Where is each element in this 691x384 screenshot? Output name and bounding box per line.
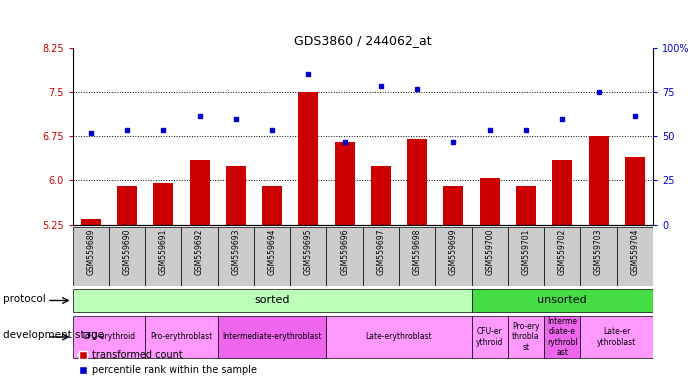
Bar	[81, 219, 101, 225]
Bar	[327, 227, 363, 286]
Bar	[254, 227, 290, 286]
Text: GSM559704: GSM559704	[630, 228, 639, 275]
Bar	[145, 227, 181, 286]
Text: GSM559703: GSM559703	[594, 228, 603, 275]
Bar	[552, 160, 572, 225]
Text: CFU-er
ythroid: CFU-er ythroid	[476, 327, 504, 347]
Bar	[218, 227, 254, 286]
Bar	[181, 227, 218, 286]
Bar	[472, 227, 508, 286]
Text: CFU-erythroid: CFU-erythroid	[82, 333, 135, 341]
Title: GDS3860 / 244062_at: GDS3860 / 244062_at	[294, 34, 432, 47]
Text: GSM559697: GSM559697	[377, 228, 386, 275]
Bar	[508, 227, 545, 286]
Bar	[508, 316, 545, 358]
Bar	[73, 316, 145, 358]
Text: Late-erythroblast: Late-erythroblast	[366, 333, 433, 341]
Text: Late-er
ythroblast: Late-er ythroblast	[597, 327, 636, 347]
Bar	[153, 184, 173, 225]
Bar	[472, 316, 508, 358]
Bar	[145, 316, 218, 358]
Text: GSM559698: GSM559698	[413, 228, 422, 275]
Bar	[407, 139, 427, 225]
Text: GSM559691: GSM559691	[159, 228, 168, 275]
Bar	[189, 160, 209, 225]
Text: GSM559701: GSM559701	[522, 228, 531, 275]
Bar	[371, 166, 391, 225]
Bar	[299, 92, 319, 225]
Bar	[617, 227, 653, 286]
Bar	[589, 136, 609, 225]
Bar	[545, 316, 580, 358]
Text: Pro-erythroblast: Pro-erythroblast	[150, 333, 213, 341]
Bar	[73, 289, 471, 312]
Bar	[516, 186, 536, 225]
Bar	[580, 227, 617, 286]
Text: sorted: sorted	[254, 295, 290, 305]
Bar	[117, 186, 137, 225]
Text: protocol: protocol	[3, 294, 46, 304]
Bar	[580, 316, 653, 358]
Legend: transformed count, percentile rank within the sample: transformed count, percentile rank withi…	[74, 346, 261, 379]
Bar	[545, 227, 580, 286]
Text: Interme
diate-e
rythrobl
ast: Interme diate-e rythrobl ast	[547, 317, 578, 357]
Text: GSM559699: GSM559699	[449, 228, 458, 275]
Text: GSM559696: GSM559696	[340, 228, 349, 275]
Text: unsorted: unsorted	[538, 295, 587, 305]
Bar	[290, 227, 327, 286]
Bar	[399, 227, 435, 286]
Text: GSM559690: GSM559690	[122, 228, 131, 275]
Text: development stage: development stage	[3, 330, 104, 340]
Text: GSM559694: GSM559694	[267, 228, 276, 275]
Bar	[73, 227, 108, 286]
Bar	[218, 316, 327, 358]
Bar	[435, 227, 472, 286]
Text: GSM559695: GSM559695	[304, 228, 313, 275]
Text: GSM559700: GSM559700	[485, 228, 494, 275]
Bar	[472, 289, 653, 312]
Bar	[363, 227, 399, 286]
Bar	[334, 142, 354, 225]
Bar	[262, 186, 282, 225]
Text: GSM559689: GSM559689	[86, 228, 95, 275]
Text: Intermediate-erythroblast: Intermediate-erythroblast	[223, 333, 322, 341]
Bar	[108, 227, 145, 286]
Text: GSM559692: GSM559692	[195, 228, 204, 275]
Text: GSM559693: GSM559693	[231, 228, 240, 275]
Text: GSM559702: GSM559702	[558, 228, 567, 275]
Bar	[625, 157, 645, 225]
Bar	[480, 177, 500, 225]
Bar	[327, 316, 472, 358]
Text: Pro-ery
throbla
st: Pro-ery throbla st	[512, 322, 540, 352]
Bar	[444, 186, 464, 225]
Bar	[226, 166, 246, 225]
